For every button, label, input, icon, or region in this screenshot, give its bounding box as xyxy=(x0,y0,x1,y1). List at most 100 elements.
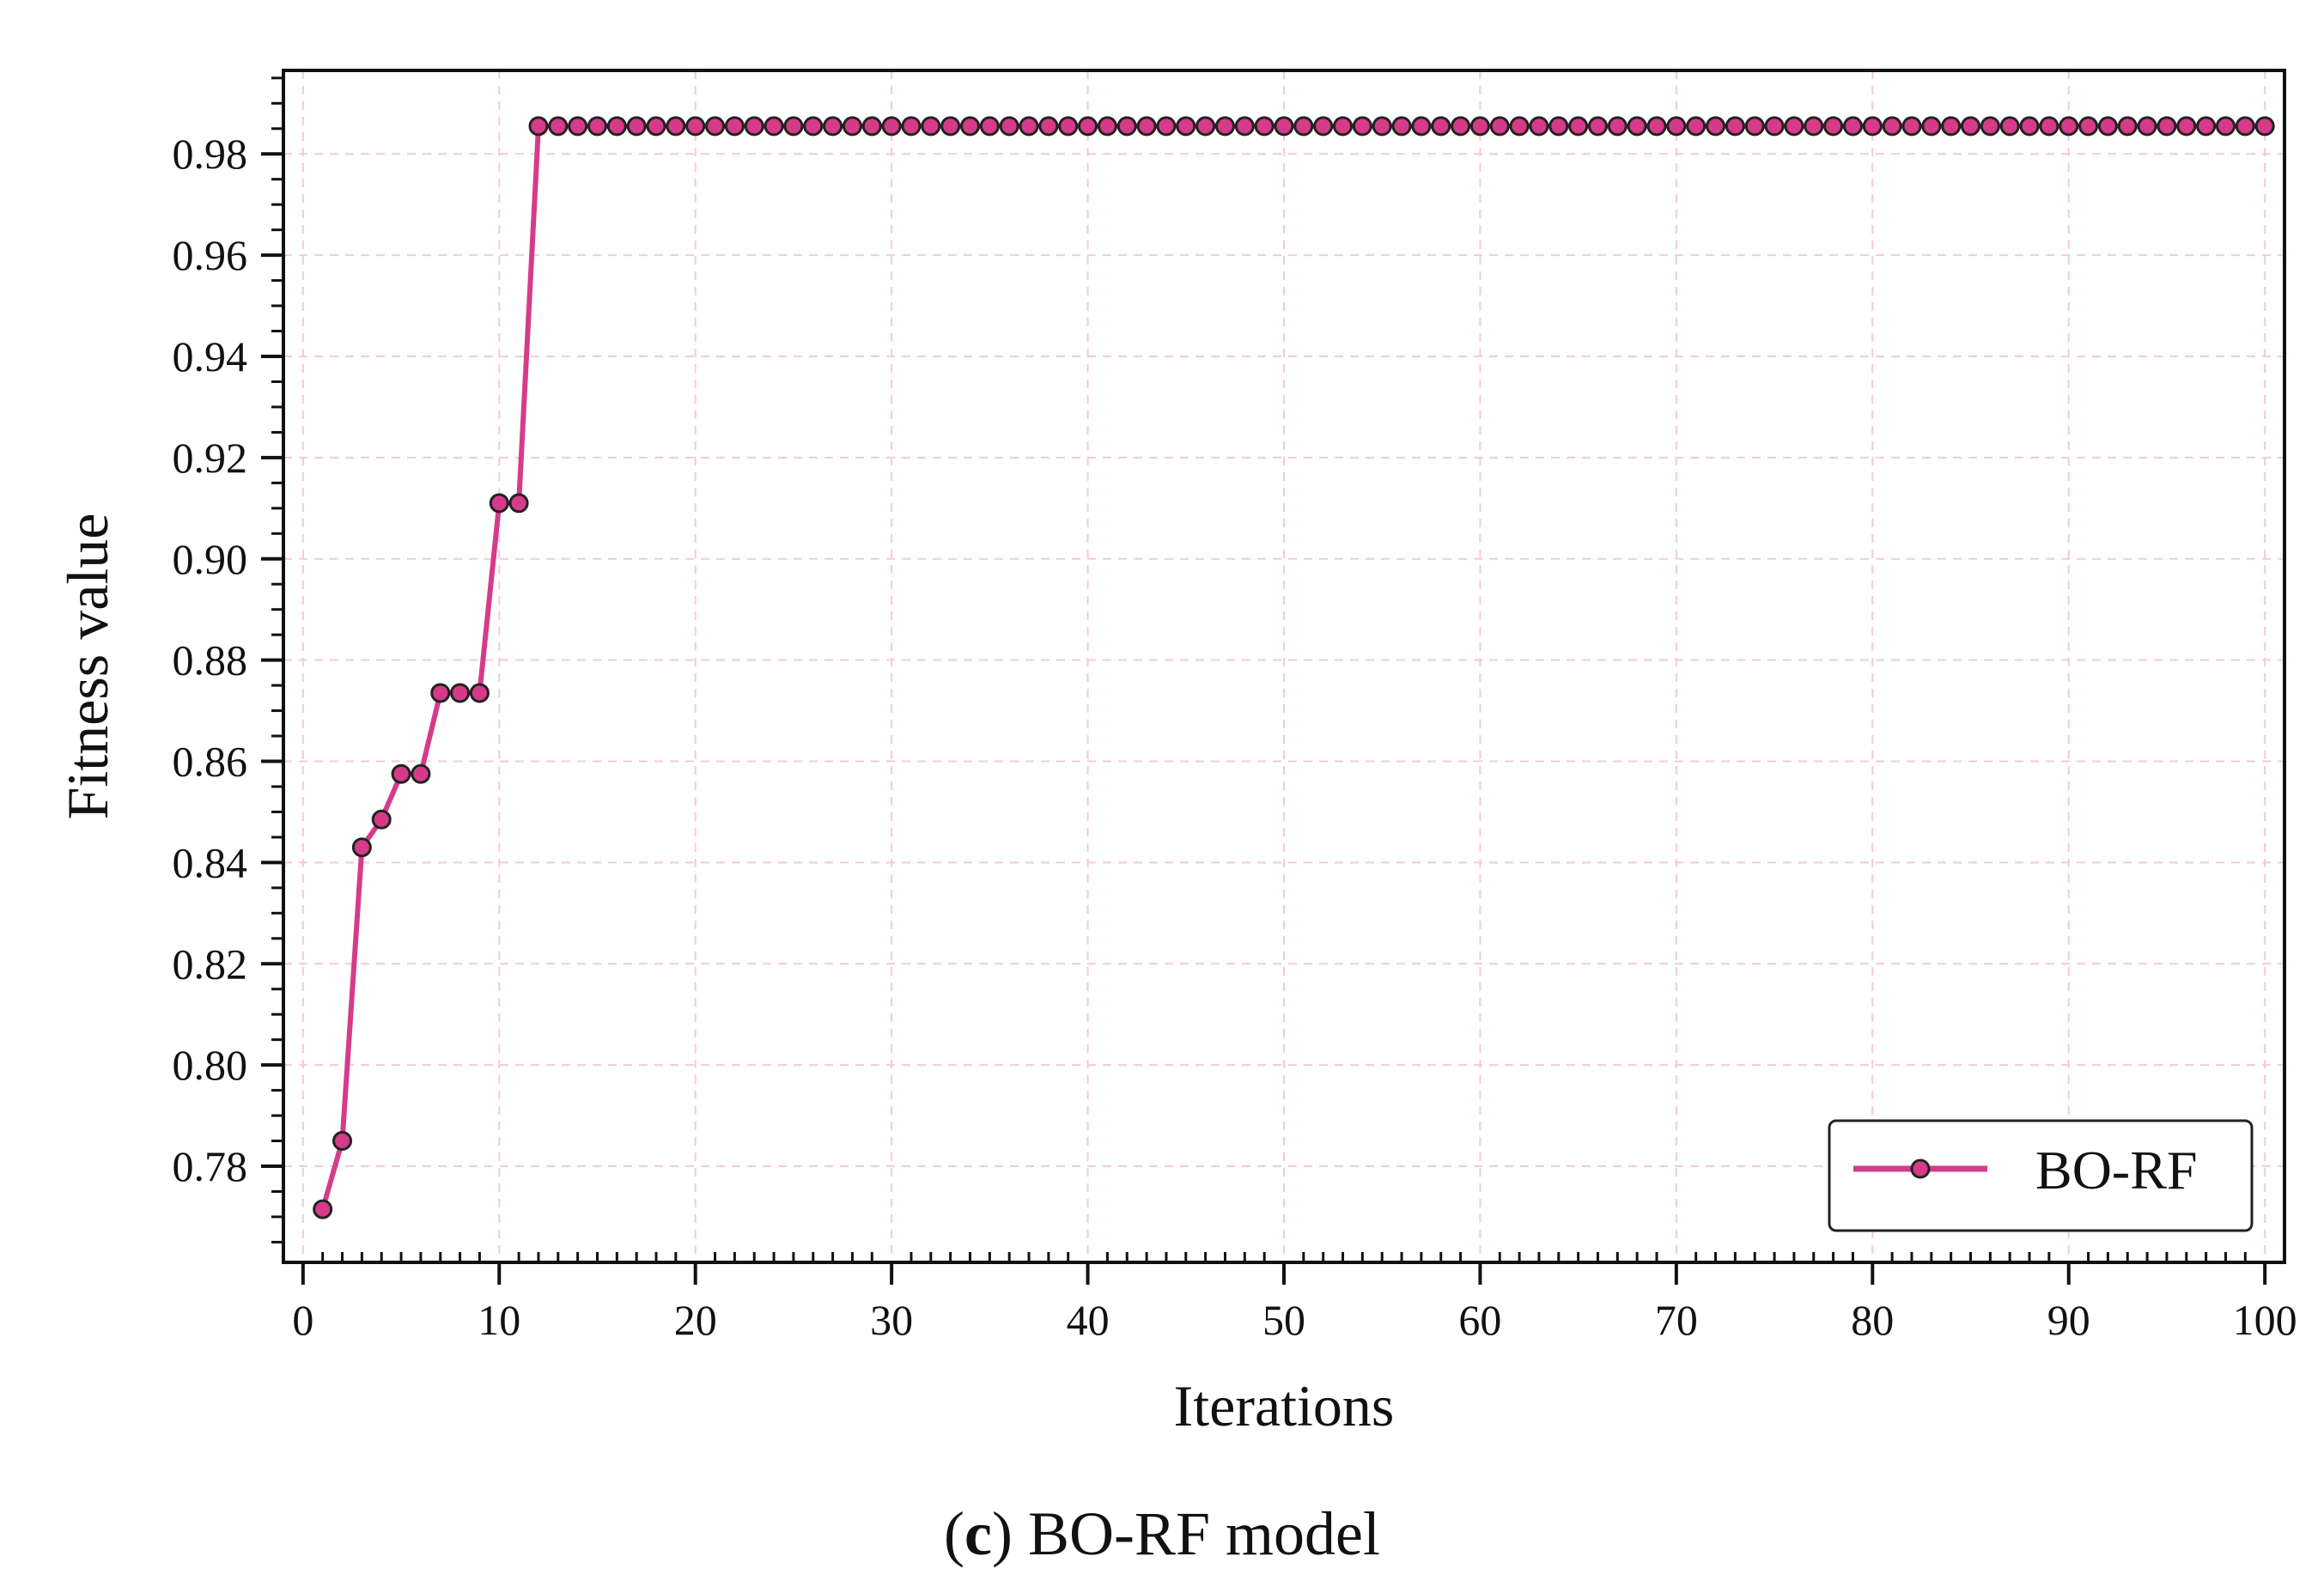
data-point xyxy=(1195,116,1216,137)
data-point xyxy=(1058,116,1079,137)
data-point xyxy=(1234,116,1255,137)
data-point xyxy=(861,116,882,137)
data-point xyxy=(979,116,1000,137)
data-point xyxy=(1391,116,1412,137)
data-point xyxy=(1901,116,1922,137)
data-point xyxy=(2059,116,2079,137)
data-point xyxy=(450,683,471,703)
x-tick-label: 80 xyxy=(1851,1296,1894,1344)
data-point xyxy=(744,116,764,137)
legend-marker-bo-rf xyxy=(1910,1158,1931,1179)
data-point xyxy=(1725,116,1745,137)
x-axis-title: Iterations xyxy=(1174,1373,1395,1438)
y-axis-title: Fitness value xyxy=(55,514,120,820)
x-tick-label: 70 xyxy=(1655,1296,1698,1344)
data-point xyxy=(1352,116,1372,137)
y-tick-label: 0.84 xyxy=(173,838,248,886)
y-tick-label: 0.82 xyxy=(173,939,248,988)
data-point xyxy=(1842,116,1863,137)
data-point xyxy=(1921,116,1942,137)
data-point xyxy=(2254,116,2275,137)
data-point xyxy=(1646,116,1667,137)
data-point xyxy=(783,116,804,137)
data-point xyxy=(2039,116,2059,137)
data-point xyxy=(1293,116,1314,137)
data-point xyxy=(606,116,627,137)
data-point xyxy=(587,116,607,137)
data-point xyxy=(842,116,862,137)
data-point xyxy=(411,763,431,784)
data-point xyxy=(1156,116,1177,137)
data-point xyxy=(705,116,726,137)
data-point xyxy=(2097,116,2118,137)
data-point xyxy=(1568,116,1589,137)
data-point xyxy=(626,116,647,137)
data-point xyxy=(764,116,784,137)
caption-letter: c xyxy=(964,1499,992,1568)
data-point xyxy=(1313,116,1334,137)
data-point xyxy=(1136,116,1157,137)
data-point xyxy=(1274,116,1294,137)
data-point xyxy=(2157,116,2177,137)
x-tick-label: 90 xyxy=(2047,1296,2090,1344)
caption-open-paren: ( xyxy=(944,1499,964,1568)
y-tick-label: 0.98 xyxy=(173,130,248,178)
data-point xyxy=(901,116,922,137)
data-point xyxy=(1176,116,1196,137)
x-tick-label: 30 xyxy=(870,1296,913,1344)
data-point xyxy=(1764,116,1785,137)
data-point xyxy=(724,116,745,137)
data-point xyxy=(2117,116,2138,137)
data-point xyxy=(803,116,824,137)
data-point xyxy=(1333,116,1354,137)
data-point xyxy=(2137,116,2157,137)
data-point xyxy=(351,837,372,858)
data-point xyxy=(2176,116,2197,137)
data-point xyxy=(1941,116,1962,137)
data-point xyxy=(1686,116,1706,137)
data-point xyxy=(371,809,392,830)
legend: BO-RF xyxy=(1828,1119,2254,1232)
data-point xyxy=(430,683,451,703)
data-point xyxy=(568,116,588,137)
data-point xyxy=(1804,116,1824,137)
data-point xyxy=(940,116,961,137)
y-tick-label: 0.90 xyxy=(173,535,248,583)
y-tick-label: 0.96 xyxy=(173,231,248,279)
data-point xyxy=(548,116,569,137)
x-tick-label: 50 xyxy=(1262,1296,1305,1344)
data-point xyxy=(1627,116,1647,137)
data-point xyxy=(1214,116,1235,137)
y-tick-label: 0.80 xyxy=(173,1041,248,1089)
data-point xyxy=(2196,116,2217,137)
x-tick-label: 40 xyxy=(1067,1296,1110,1344)
data-point xyxy=(1116,116,1137,137)
data-point xyxy=(489,493,509,514)
grid xyxy=(283,70,2284,1262)
data-point xyxy=(646,116,666,137)
data-point xyxy=(508,493,529,514)
data-point xyxy=(1254,116,1275,137)
data-point xyxy=(332,1131,353,1152)
data-point xyxy=(1587,116,1608,137)
data-point xyxy=(1372,116,1392,137)
data-point xyxy=(1706,116,1726,137)
y-tick-label: 0.78 xyxy=(173,1142,248,1190)
data-point xyxy=(1469,116,1490,137)
data-point xyxy=(1999,116,2020,137)
data-point xyxy=(1823,116,1844,137)
data-point xyxy=(1431,116,1451,137)
data-point xyxy=(823,116,843,137)
y-tick-label: 0.94 xyxy=(173,332,248,380)
series-layer xyxy=(313,116,2275,1219)
axis-ticks: 0 10 20 30 40 50 60 70 80 90 100 0.78 0.80 0.82 0.84 0.… xyxy=(173,76,2297,1344)
data-point xyxy=(921,116,941,137)
series-line-bo-rf xyxy=(319,123,2266,1210)
data-point xyxy=(528,116,549,137)
data-point xyxy=(1489,116,1510,137)
data-point xyxy=(2235,116,2255,137)
data-point xyxy=(469,683,490,703)
data-point xyxy=(1548,116,1569,137)
data-point xyxy=(666,116,686,137)
